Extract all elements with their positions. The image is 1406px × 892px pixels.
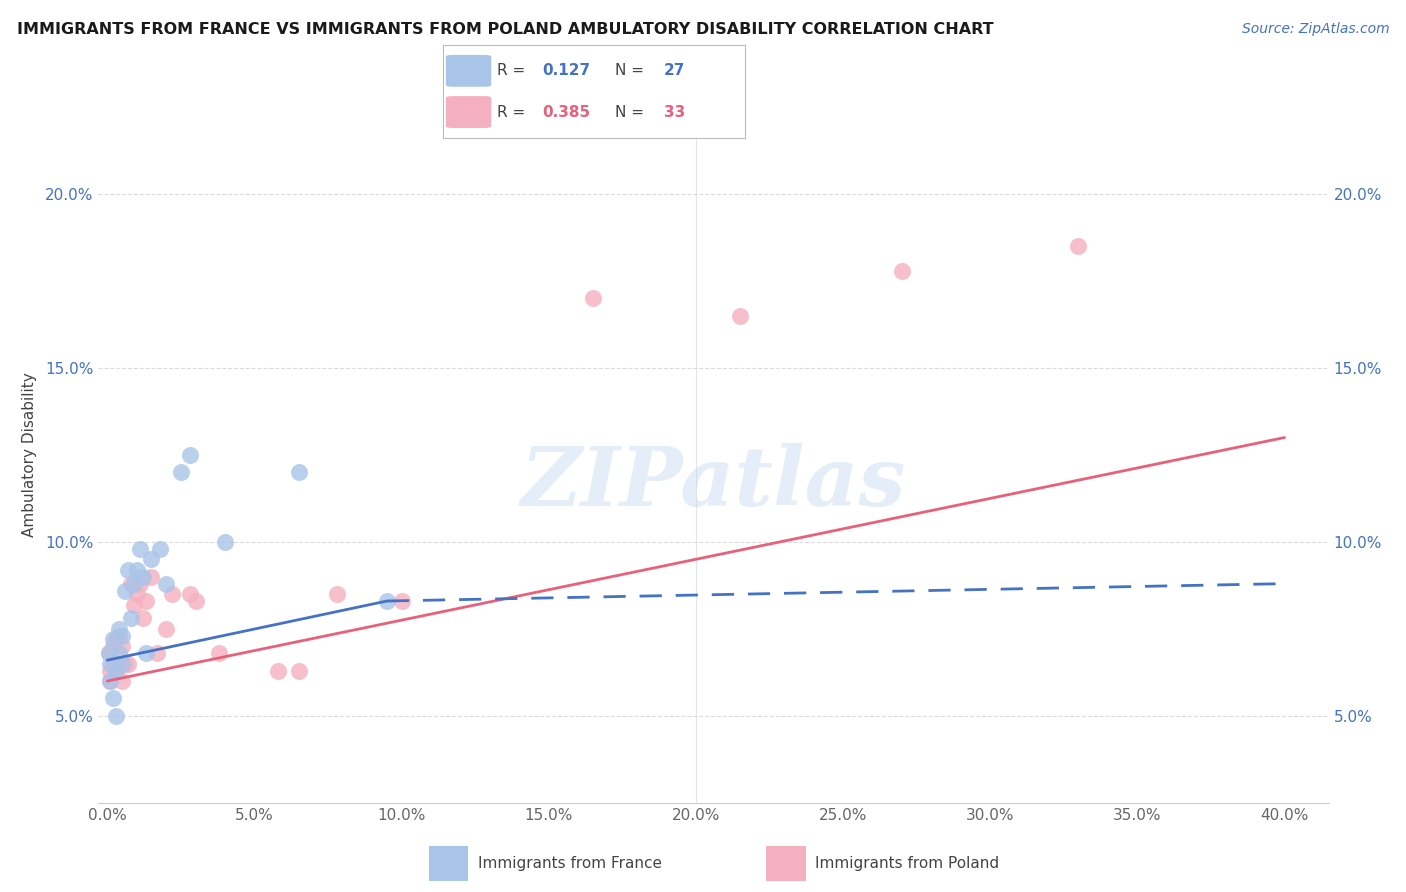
Point bbox=[98, 664, 121, 678]
Text: IMMIGRANTS FROM FRANCE VS IMMIGRANTS FROM POLAND AMBULATORY DISABILITY CORRELATI: IMMIGRANTS FROM FRANCE VS IMMIGRANTS FRO… bbox=[17, 22, 994, 37]
Point bbox=[134, 646, 156, 660]
Point bbox=[120, 611, 142, 625]
Point bbox=[170, 466, 193, 480]
Point bbox=[125, 587, 148, 601]
Point bbox=[582, 291, 605, 305]
Point bbox=[267, 664, 290, 678]
Text: 33: 33 bbox=[664, 104, 685, 120]
Text: N =: N = bbox=[616, 63, 650, 78]
Point bbox=[728, 309, 751, 323]
Point bbox=[117, 657, 139, 671]
Point bbox=[179, 448, 201, 462]
Text: R =: R = bbox=[498, 104, 530, 120]
Point bbox=[128, 576, 150, 591]
Point bbox=[97, 646, 120, 660]
Point bbox=[131, 611, 153, 625]
Point bbox=[326, 587, 349, 601]
Point bbox=[155, 622, 177, 636]
Point bbox=[149, 541, 172, 556]
Point bbox=[111, 674, 134, 689]
Point bbox=[105, 664, 128, 678]
Point bbox=[111, 657, 134, 671]
Point bbox=[101, 639, 124, 653]
Point bbox=[114, 657, 136, 671]
Point bbox=[160, 587, 183, 601]
Point bbox=[98, 657, 121, 671]
Y-axis label: Ambulatory Disability: Ambulatory Disability bbox=[22, 373, 37, 537]
FancyBboxPatch shape bbox=[446, 96, 491, 128]
FancyBboxPatch shape bbox=[446, 55, 491, 87]
Text: Immigrants from France: Immigrants from France bbox=[478, 856, 662, 871]
Point bbox=[114, 583, 136, 598]
Text: 27: 27 bbox=[664, 63, 685, 78]
Text: Immigrants from Poland: Immigrants from Poland bbox=[815, 856, 1000, 871]
Point bbox=[155, 576, 177, 591]
Point bbox=[105, 632, 128, 647]
Point bbox=[105, 708, 128, 723]
Point bbox=[108, 622, 131, 636]
Point bbox=[122, 598, 145, 612]
Point bbox=[108, 629, 131, 643]
Point bbox=[101, 632, 124, 647]
Point bbox=[117, 563, 139, 577]
Point bbox=[287, 466, 309, 480]
Point bbox=[98, 674, 121, 689]
Point bbox=[101, 657, 124, 671]
Text: Source: ZipAtlas.com: Source: ZipAtlas.com bbox=[1241, 22, 1389, 37]
Point bbox=[391, 594, 413, 608]
Point bbox=[108, 646, 131, 660]
Point bbox=[120, 576, 142, 591]
Text: ZIPatlas: ZIPatlas bbox=[520, 442, 907, 523]
Point bbox=[105, 664, 128, 678]
Point bbox=[98, 674, 121, 689]
Text: R =: R = bbox=[498, 63, 530, 78]
Point bbox=[184, 594, 207, 608]
Point bbox=[375, 594, 398, 608]
Point bbox=[1067, 239, 1090, 253]
Point bbox=[97, 646, 120, 660]
Point bbox=[111, 639, 134, 653]
Point bbox=[141, 570, 163, 584]
Point bbox=[146, 646, 169, 660]
Text: N =: N = bbox=[616, 104, 650, 120]
Point bbox=[131, 570, 153, 584]
Point bbox=[890, 263, 912, 277]
Point bbox=[111, 629, 134, 643]
Text: 0.385: 0.385 bbox=[543, 104, 591, 120]
Point bbox=[214, 534, 236, 549]
Point bbox=[208, 646, 231, 660]
Point bbox=[141, 552, 163, 566]
Point bbox=[125, 563, 148, 577]
Point bbox=[128, 541, 150, 556]
Point bbox=[134, 594, 156, 608]
Point bbox=[122, 576, 145, 591]
Point bbox=[287, 664, 309, 678]
Point bbox=[101, 691, 124, 706]
Text: 0.127: 0.127 bbox=[543, 63, 591, 78]
Point bbox=[179, 587, 201, 601]
